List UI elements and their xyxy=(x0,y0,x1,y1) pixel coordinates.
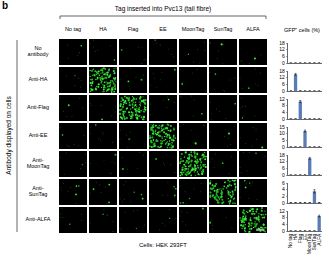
html-text:ALFA: ALFA xyxy=(246,26,260,32)
html-text:Anti-EE: Anti-EE xyxy=(28,132,48,139)
svg-text:6: 6 xyxy=(282,53,285,59)
svg-text:12: 12 xyxy=(279,96,285,102)
html-text:Cells: HEK 293FT: Cells: HEK 293FT xyxy=(139,242,187,248)
html-text:Anti-HA: Anti-HA xyxy=(28,76,48,83)
svg-text:0: 0 xyxy=(282,228,285,234)
svg-text:4: 4 xyxy=(282,221,285,227)
html-text:HA: HA xyxy=(99,26,107,32)
svg-text:4: 4 xyxy=(282,186,285,192)
svg-text:12: 12 xyxy=(279,158,285,164)
html-text:Flag: Flag xyxy=(127,26,139,32)
svg-text:8: 8 xyxy=(282,102,285,108)
html-text:Anti-SunTag: Anti-SunTag xyxy=(28,185,48,197)
html-text:Tag inserted into Pvc13 (tail: Tag inserted into Pvc13 (tail fibre) xyxy=(114,5,212,12)
html-text:Anti-MoonTag: Anti-MoonTag xyxy=(26,157,50,169)
svg-text:2: 2 xyxy=(282,193,285,199)
svg-text:18: 18 xyxy=(279,152,285,158)
svg-text:No tag: No tag xyxy=(287,233,293,248)
svg-text:18: 18 xyxy=(279,68,285,74)
svg-text:8: 8 xyxy=(282,214,285,220)
html-text:MoonTag: MoonTag xyxy=(181,26,205,32)
svg-text:EE: EE xyxy=(302,233,308,240)
html-text:Anti-Flag: Anti-Flag xyxy=(27,104,49,111)
svg-text:0: 0 xyxy=(282,172,285,178)
svg-text:12: 12 xyxy=(279,74,285,80)
svg-text:12: 12 xyxy=(279,208,285,214)
svg-text:0: 0 xyxy=(282,144,285,150)
svg-text:0: 0 xyxy=(282,88,285,94)
html-text:EE: EE xyxy=(159,26,167,32)
svg-text:SunTag: SunTag xyxy=(311,233,317,250)
html-text:No tag: No tag xyxy=(64,26,82,32)
svg-text:5: 5 xyxy=(282,137,285,143)
svg-text:0: 0 xyxy=(282,60,285,66)
svg-text:ALFA: ALFA xyxy=(316,233,322,246)
svg-text:15: 15 xyxy=(279,124,285,130)
svg-text:10: 10 xyxy=(279,130,285,136)
svg-text:MoonTag: MoonTag xyxy=(306,233,312,254)
html-text:b: b xyxy=(2,0,9,11)
svg-text:Flag: Flag xyxy=(297,233,303,243)
svg-text:0: 0 xyxy=(282,200,285,206)
html-text:No antibody: No antibody xyxy=(27,45,49,57)
svg-text:0: 0 xyxy=(282,116,285,122)
svg-text:6: 6 xyxy=(282,81,285,87)
html-text:Anti-ALFA: Anti-ALFA xyxy=(25,216,51,223)
html-text:SunTag: SunTag xyxy=(213,26,233,32)
svg-text:HA: HA xyxy=(292,233,298,241)
svg-text:4: 4 xyxy=(282,109,285,115)
html-text:Antibody displayed on cells: Antibody displayed on cells xyxy=(4,96,12,175)
svg-text:6: 6 xyxy=(282,165,285,171)
svg-text:6: 6 xyxy=(282,180,285,186)
html-text:GFP⁺ cells (%): GFP⁺ cells (%) xyxy=(284,27,320,33)
svg-text:12: 12 xyxy=(279,46,285,52)
svg-text:18: 18 xyxy=(279,40,285,46)
